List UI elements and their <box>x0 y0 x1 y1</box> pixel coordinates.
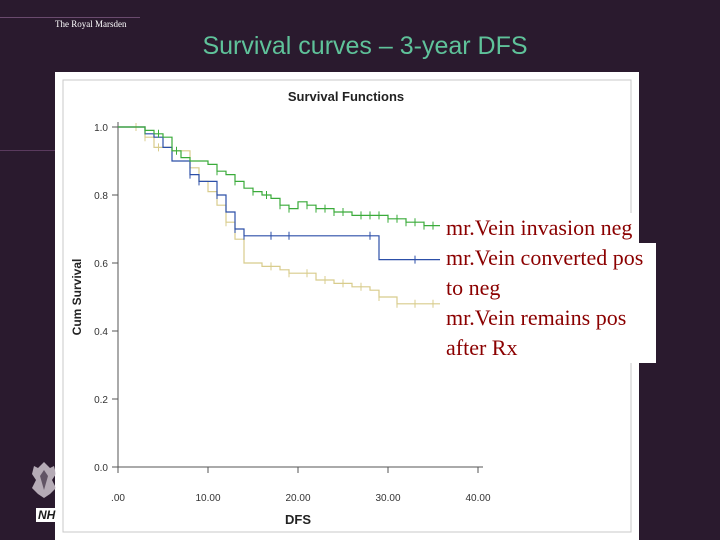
crest-icon <box>32 462 56 498</box>
survival-chart: Survival Functions 0.0 0.2 0.4 0.6 0.8 1.0 .00 1… <box>62 79 632 533</box>
legend-item-remains-label: mr.Vein remains pos after Rx <box>446 305 627 360</box>
y-tick-label: 0.8 <box>94 191 108 202</box>
x-tick-label: .00 <box>111 493 125 504</box>
series-line-tan <box>118 126 474 305</box>
brand-name: The Royal Marsden <box>55 19 127 29</box>
series-line-blue <box>118 126 474 261</box>
x-axis-label: DFS <box>285 512 311 527</box>
legend-item-converted-label: mr.Vein converted pos to neg <box>446 245 644 300</box>
y-tick-label: 0.2 <box>94 395 108 406</box>
chart-title: Survival Functions <box>288 89 404 104</box>
slide-title: Survival curves – 3-year DFS <box>202 32 528 60</box>
nhs-logo: NH <box>36 508 58 522</box>
brand-divider <box>0 17 140 18</box>
y-tick-label: 0.0 <box>94 463 108 474</box>
x-tick-label: 20.00 <box>285 493 310 504</box>
x-tick-label: 10.00 <box>195 493 220 504</box>
series-line-green <box>118 126 475 236</box>
y-tick-label: 0.4 <box>94 327 108 338</box>
x-tick-label: 40.00 <box>465 493 490 504</box>
legend-item-neg: mr.Vein invasion neg <box>440 213 639 243</box>
y-axis-label: Cum Survival <box>70 259 84 336</box>
y-tick-label: 0.6 <box>94 259 108 270</box>
y-tick-label: 1.0 <box>94 123 108 134</box>
legend: mr.Vein invasion neg mr.Vein converted p… <box>440 213 656 363</box>
legend-item-converted: mr.Vein converted pos to neg <box>440 243 656 303</box>
legend-item-remains: mr.Vein remains pos after Rx <box>440 303 656 363</box>
side-divider <box>0 150 55 151</box>
x-tick-label: 30.00 <box>375 493 400 504</box>
